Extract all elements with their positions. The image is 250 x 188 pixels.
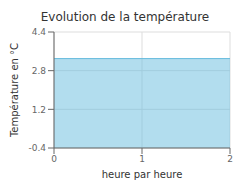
svg-text:0: 0 <box>51 154 57 164</box>
svg-text:-0.4: -0.4 <box>28 143 46 153</box>
svg-text:Température en °C: Température en °C <box>9 43 20 138</box>
svg-text:heure par heure: heure par heure <box>102 169 183 180</box>
svg-text:1: 1 <box>139 154 145 164</box>
html-text:Evolution de la température: Evolution de la température <box>40 10 210 24</box>
svg-text:2: 2 <box>227 154 233 164</box>
svg-text:1.2: 1.2 <box>32 105 46 115</box>
svg-text:4.4: 4.4 <box>32 27 47 37</box>
svg-text:2.8: 2.8 <box>32 66 47 76</box>
